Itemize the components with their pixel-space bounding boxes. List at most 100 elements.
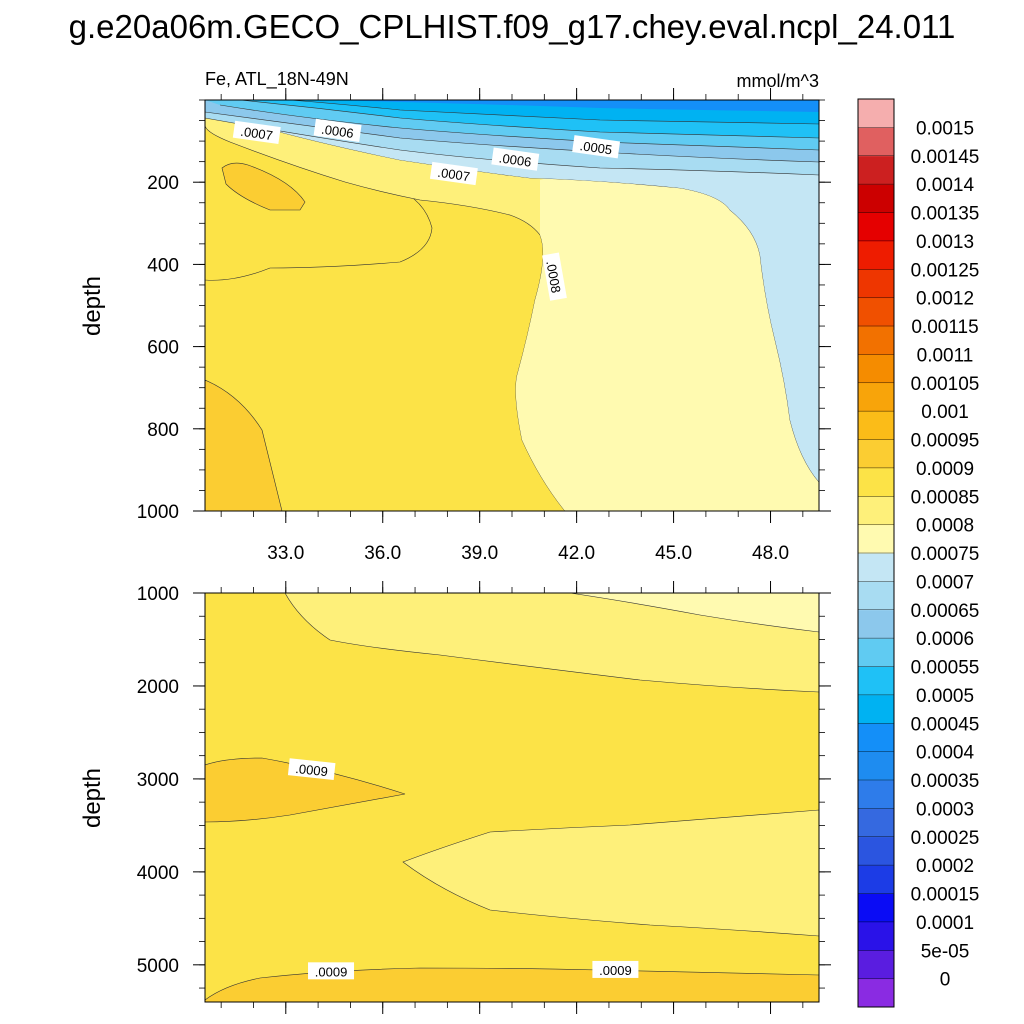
- colorbar: 0 5e-05 0.0001 0.00015 0.0002 0.00025 0.0003 0.…: [857, 98, 980, 1008]
- colorbar-label: 0.00085: [911, 487, 980, 508]
- colorbar-label: 0.00025: [911, 828, 980, 849]
- upper-fill-0.0009-bottom: [205, 379, 283, 511]
- lower-fill-0.00075: [569, 593, 819, 633]
- colorbar-label: 0.00095: [911, 431, 980, 452]
- colorbar-swatch: [858, 609, 894, 639]
- contour-label: .0007: [429, 161, 478, 186]
- x-tick-label: 36.0: [364, 543, 401, 564]
- chart-title: g.e20a06m.GECO_CPLHIST.f09_g17.chey.eval…: [68, 8, 956, 45]
- lower-contour-field: [205, 593, 819, 1002]
- contour-label-bg: [491, 147, 540, 171]
- colorbar-border: [857, 98, 895, 1008]
- colorbar-label: 0.00105: [911, 374, 980, 395]
- colorbar-swatch: [858, 326, 894, 355]
- colorbar-swatch: [858, 723, 894, 753]
- colorbar-label: 0.00055: [911, 658, 980, 679]
- x-tick-label: 33.0: [267, 543, 304, 564]
- contour-label: .0009: [287, 758, 336, 780]
- colorbar-swatch: [858, 382, 894, 412]
- contour-label: .0006: [491, 147, 540, 171]
- contour-label: .0006: [313, 118, 362, 142]
- colorbar-label: 0.00145: [911, 147, 980, 168]
- lower-fill-0.0009-bottom: [205, 967, 819, 1002]
- contour-label-bg: [308, 962, 355, 980]
- contour-label-text: .0006: [320, 122, 354, 141]
- colorbar-swatch: [858, 155, 894, 185]
- colorbar-swatch: [858, 921, 894, 951]
- lower-axes: 1000 2000 3000 4000 5000: [137, 581, 831, 1014]
- colorbar-swatch: [858, 638, 894, 667]
- contour-label-text: .0007: [239, 124, 273, 143]
- colorbar-label: 0.0009: [916, 459, 974, 480]
- colorbar-swatch: [858, 893, 894, 923]
- y-tick-label: 3000: [137, 770, 179, 791]
- y-tick-label: 400: [147, 255, 179, 276]
- upper-contour-0.0007: [205, 117, 819, 176]
- colorbar-swatch: [858, 127, 894, 157]
- x-tick-label: 48.0: [752, 543, 789, 564]
- upper-axes: 33.0 36.0 39.0 42.0 45.0 48.0 200 400 600 800 1000: [137, 88, 831, 564]
- colorbar-swatch: [858, 694, 894, 724]
- colorbar-label: 0.0014: [916, 175, 975, 196]
- colorbar-label: 0.00035: [911, 771, 980, 792]
- colorbar-swatch: [858, 439, 894, 469]
- colorbar-swatch: [858, 950, 894, 980]
- colorbar-label: 0.0004: [916, 743, 975, 764]
- lower-ylabel: depth: [79, 768, 106, 828]
- contour-label-text: .0009: [599, 963, 632, 978]
- colorbar-label: 0.0008: [916, 516, 974, 537]
- colorbar-label: 0.0002: [916, 856, 974, 877]
- colorbar-swatch: [858, 99, 894, 128]
- colorbar-swatch: [858, 524, 894, 554]
- y-tick-label: 4000: [137, 863, 179, 884]
- colorbar-swatch: [858, 184, 894, 213]
- contour-label: .0009: [308, 962, 355, 980]
- colorbar-label: 0.001: [921, 402, 969, 423]
- colorbar-label: 0: [940, 970, 951, 991]
- lower-fill-0.0009-mid: [205, 757, 406, 823]
- colorbar-label: 0.00045: [911, 714, 980, 735]
- colorbar-swatch: [858, 467, 894, 497]
- colorbar-label: 0.0006: [916, 629, 974, 650]
- upper-contour-field: [205, 100, 819, 511]
- contour-label-bg: [429, 161, 478, 186]
- contour-label-bg: [287, 758, 336, 780]
- colorbar-label: 0.0003: [916, 799, 974, 820]
- colorbar-label: 0.0012: [916, 289, 974, 310]
- colorbar-label: 0.0001: [916, 913, 974, 934]
- upper-contour-0.00065: [205, 111, 819, 163]
- contour-label: .0008: [542, 252, 567, 301]
- upper-band-0.0004: [330, 100, 819, 112]
- upper-contour-0.00055: [239, 100, 819, 139]
- y-tick-label: 800: [147, 420, 179, 441]
- colorbar-label: 0.00015: [911, 885, 980, 906]
- contour-label: .0007: [232, 120, 281, 145]
- colorbar-swatch: [858, 666, 894, 696]
- colorbar-swatch: [858, 411, 894, 440]
- contour-label-text: .0009: [295, 761, 329, 779]
- contour-label-text: .0006: [498, 150, 532, 169]
- upper-ylabel: depth: [79, 276, 106, 336]
- colorbar-swatch: [858, 240, 894, 270]
- variable-label: Fe, ATL_18N-49N: [205, 69, 349, 90]
- colorbar-swatch: [858, 212, 894, 242]
- colorbar-swatch: [858, 751, 894, 781]
- lower-fill-0.0008-top: [284, 593, 819, 693]
- colorbar-swatch: [858, 808, 894, 838]
- colorbar-swatch: [858, 354, 894, 384]
- colorbar-label: 0.0007: [916, 572, 974, 593]
- contour-label-bg: [313, 118, 362, 142]
- x-tick-label: 45.0: [655, 543, 692, 564]
- upper-fill-0.0009: [221, 162, 306, 211]
- y-tick-label: 1000: [137, 502, 179, 523]
- colorbar-label: 0.00125: [911, 260, 980, 281]
- colorbar-label: 0.00075: [911, 544, 980, 565]
- contour-label-bg: [572, 135, 621, 159]
- contour-label-text: .0007: [437, 165, 471, 184]
- colorbar-label: 0.0013: [916, 232, 974, 253]
- upper-panel: Fe, ATL_18N-49N mmol/m^3: [79, 69, 831, 564]
- colorbar-swatch: [858, 780, 894, 809]
- colorbar-swatch: [858, 269, 894, 299]
- units-label: mmol/m^3: [737, 71, 819, 91]
